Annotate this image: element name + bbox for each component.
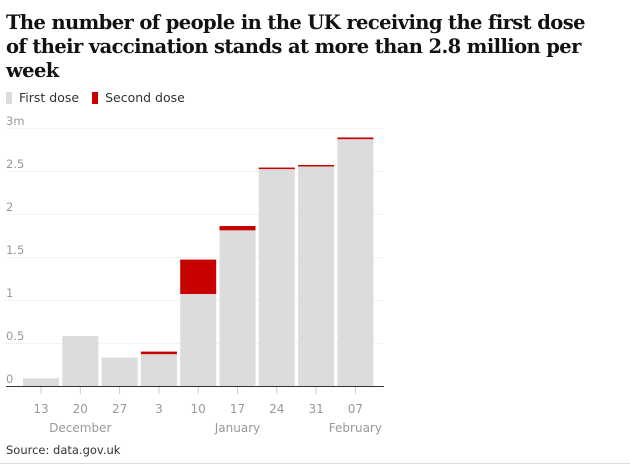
legend-item-first-dose: First dose [6,90,79,105]
y-tick-label: 3m [6,114,25,128]
y-tick-label: 1 [6,286,13,300]
bar-first-dose [23,378,59,386]
bar-second-dose [140,351,177,355]
y-tick-label: 0.5 [6,329,24,343]
y-tick-label: 2.5 [6,157,24,171]
legend-swatch-second-dose [92,91,99,104]
x-tick-label: 07 [348,402,363,416]
bar-first-dose [101,357,138,386]
bar-second-dose [298,164,335,167]
x-month-label: January [214,421,261,435]
y-tick-label: 2 [6,200,13,214]
bar-first-dose [298,165,335,386]
x-tick-label: 10 [191,402,206,416]
legend: First dose Second dose [6,90,198,105]
legend-label-first-dose: First dose [19,90,80,105]
bar-first-dose [62,336,99,386]
bar-second-dose [337,137,374,140]
x-tick-label: 17 [230,402,245,416]
legend-item-second-dose: Second dose [92,90,185,105]
bottom-rule [0,463,630,464]
x-month-label: February [329,421,382,435]
bar-first-dose [337,139,374,386]
x-tick-label: 3 [155,402,163,416]
bar-first-dose [258,168,295,386]
source-note: Source: data.gov.uk [6,443,121,457]
bar-second-dose [219,226,256,231]
legend-label-second-dose: Second dose [105,90,185,105]
x-tick-label: 20 [73,402,88,416]
bar-first-dose [140,354,177,386]
x-tick-label: 31 [308,402,323,416]
x-tick-label: 13 [33,402,48,416]
bar-chart: 3m 2.5 2 1.5 1 0.5 0 13 20 27 3 10 17 24 31 07 December J… [6,114,384,435]
bar-second-dose [180,259,217,294]
legend-swatch-first-dose [6,91,12,104]
chart-title: The number of people in the UK receiving… [6,11,586,82]
bar-second-dose [258,167,295,170]
x-month-label: December [49,421,111,435]
y-tick-label: 0 [6,372,13,386]
bar-first-dose [219,230,256,386]
bar-first-dose [180,293,217,386]
x-tick-label: 24 [269,402,284,416]
x-tick-label: 27 [112,402,127,416]
y-tick-label: 1.5 [6,243,24,257]
